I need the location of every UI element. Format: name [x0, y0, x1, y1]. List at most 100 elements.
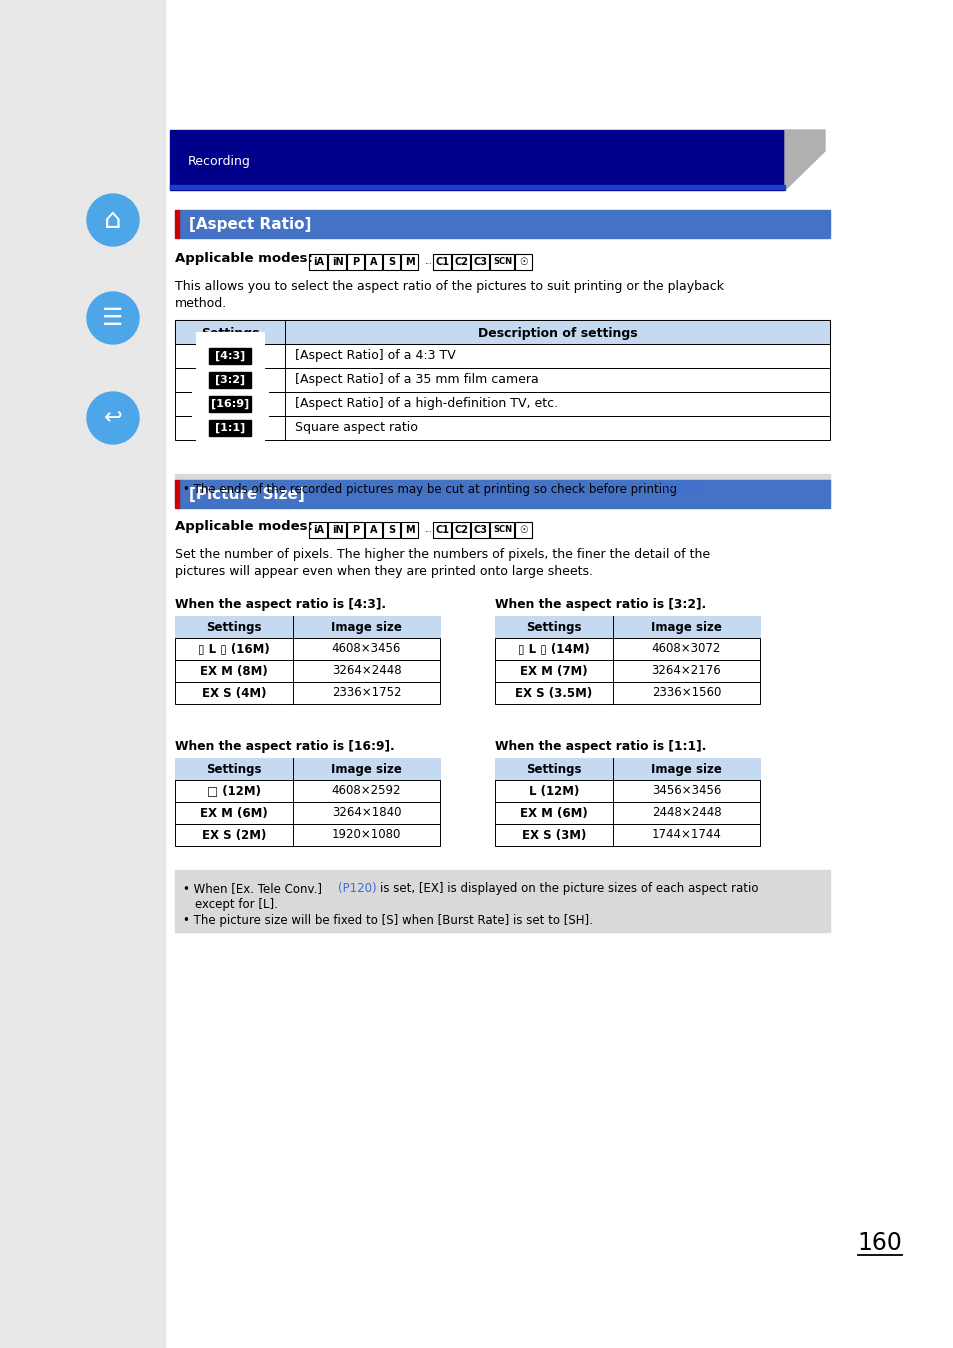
- Text: 2336×1752: 2336×1752: [332, 686, 401, 700]
- Text: 2336×1560: 2336×1560: [651, 686, 720, 700]
- Bar: [495, 824, 760, 847]
- Text: ☉: ☉: [519, 257, 528, 267]
- Text: EX S (3M): EX S (3M): [521, 829, 585, 841]
- Text: [16:9]: [16:9]: [210, 398, 250, 411]
- Text: is set, [EX] is displayed on the picture sizes of each aspect ratio: is set, [EX] is displayed on the picture…: [379, 882, 758, 895]
- Text: ▯ L ▯ (16M): ▯ L ▯ (16M): [198, 643, 270, 655]
- Text: When the aspect ratio is [16:9].: When the aspect ratio is [16:9].: [174, 740, 395, 754]
- Text: Applicable modes:: Applicable modes:: [174, 252, 313, 266]
- Text: ⌂: ⌂: [104, 206, 122, 235]
- Text: 4608×3456: 4608×3456: [332, 643, 401, 655]
- Text: A: A: [370, 524, 377, 535]
- Bar: [179, 480, 829, 508]
- FancyBboxPatch shape: [490, 253, 514, 270]
- FancyBboxPatch shape: [401, 253, 418, 270]
- FancyBboxPatch shape: [515, 522, 532, 538]
- Text: [3:2]: [3:2]: [213, 373, 246, 387]
- FancyBboxPatch shape: [490, 522, 514, 538]
- FancyBboxPatch shape: [471, 253, 489, 270]
- Text: [Picture Size]: [Picture Size]: [189, 488, 304, 503]
- Text: EX M (6M): EX M (6M): [200, 806, 268, 820]
- FancyBboxPatch shape: [347, 253, 364, 270]
- Bar: [174, 824, 439, 847]
- Bar: [174, 802, 439, 824]
- FancyBboxPatch shape: [452, 522, 470, 538]
- Bar: [174, 682, 439, 704]
- Text: [Aspect Ratio]: [Aspect Ratio]: [189, 217, 311, 232]
- Text: [16:9]: [16:9]: [211, 399, 249, 410]
- Text: L (12M): L (12M): [528, 785, 578, 798]
- Text: 1744×1744: 1744×1744: [651, 829, 720, 841]
- Text: iA: iA: [313, 524, 324, 535]
- Bar: [174, 319, 829, 344]
- Text: EX S (2M): EX S (2M): [202, 829, 266, 841]
- Text: [1:1]: [1:1]: [214, 423, 245, 433]
- FancyBboxPatch shape: [471, 522, 489, 538]
- Text: Image size: Image size: [331, 621, 401, 635]
- Bar: [209, 348, 251, 364]
- Text: 1920×1080: 1920×1080: [332, 829, 401, 841]
- Text: 160: 160: [857, 1231, 902, 1255]
- Text: (P299): (P299): [662, 484, 701, 496]
- Text: 3264×2448: 3264×2448: [332, 665, 401, 678]
- Bar: [174, 661, 439, 682]
- Text: C2: C2: [454, 524, 468, 535]
- Text: 4608×2592: 4608×2592: [332, 785, 401, 798]
- Circle shape: [87, 194, 139, 245]
- Text: C1: C1: [435, 257, 449, 267]
- Text: A: A: [370, 257, 377, 267]
- Bar: [495, 661, 760, 682]
- FancyBboxPatch shape: [452, 253, 470, 270]
- Text: Recording: Recording: [188, 155, 251, 168]
- Text: • When [Ex. Tele Conv.]: • When [Ex. Tele Conv.]: [183, 882, 325, 895]
- Text: except for [L].: except for [L].: [194, 898, 277, 911]
- Text: Applicable modes:: Applicable modes:: [174, 520, 313, 532]
- Text: C3: C3: [473, 257, 487, 267]
- Text: Settings: Settings: [200, 326, 259, 340]
- Bar: [209, 372, 251, 388]
- FancyBboxPatch shape: [515, 253, 532, 270]
- Text: When the aspect ratio is [4:3].: When the aspect ratio is [4:3].: [174, 599, 386, 611]
- Bar: [174, 344, 829, 368]
- FancyBboxPatch shape: [383, 253, 400, 270]
- Text: SCN: SCN: [493, 526, 512, 535]
- Bar: [174, 368, 829, 392]
- Circle shape: [87, 293, 139, 344]
- Text: iN: iN: [332, 257, 343, 267]
- Text: Description of settings: Description of settings: [477, 326, 637, 340]
- Text: □ (12M): □ (12M): [207, 785, 261, 798]
- Text: M: M: [405, 524, 415, 535]
- Circle shape: [87, 392, 139, 443]
- Text: Image size: Image size: [331, 763, 401, 776]
- Bar: [174, 758, 439, 780]
- Text: Square aspect ratio: Square aspect ratio: [294, 422, 417, 434]
- Bar: [495, 802, 760, 824]
- FancyBboxPatch shape: [433, 253, 451, 270]
- Text: 3264×1840: 3264×1840: [332, 806, 401, 820]
- Text: [4:3]: [4:3]: [213, 349, 246, 363]
- Text: P: P: [352, 257, 359, 267]
- Text: ↩: ↩: [104, 408, 122, 429]
- Text: [1:1]: [1:1]: [213, 422, 246, 434]
- FancyBboxPatch shape: [328, 522, 346, 538]
- Bar: [495, 682, 760, 704]
- Text: • The picture size will be fixed to [S] when [Burst Rate] is set to [SH].: • The picture size will be fixed to [S] …: [183, 914, 592, 927]
- Text: iN: iN: [332, 524, 343, 535]
- Text: iA: iA: [313, 257, 324, 267]
- Text: [Aspect Ratio] of a 35 mm film camera: [Aspect Ratio] of a 35 mm film camera: [294, 373, 538, 387]
- Bar: [209, 421, 251, 435]
- Bar: [174, 780, 439, 802]
- Text: S: S: [388, 524, 395, 535]
- Bar: [174, 417, 829, 439]
- Text: P: P: [352, 524, 359, 535]
- Text: EX S (4M): EX S (4M): [201, 686, 266, 700]
- Bar: [179, 210, 829, 239]
- Text: [4:3]: [4:3]: [214, 350, 245, 361]
- Text: 3456×3456: 3456×3456: [651, 785, 720, 798]
- Bar: [495, 780, 760, 802]
- Text: This allows you to select the aspect ratio of the pictures to suit printing or t: This allows you to select the aspect rat…: [174, 280, 723, 310]
- Text: Image size: Image size: [650, 621, 721, 635]
- Text: EX M (7M): EX M (7M): [519, 665, 587, 678]
- FancyBboxPatch shape: [383, 522, 400, 538]
- Text: [Aspect Ratio] of a high-definition TV, etc.: [Aspect Ratio] of a high-definition TV, …: [294, 398, 558, 411]
